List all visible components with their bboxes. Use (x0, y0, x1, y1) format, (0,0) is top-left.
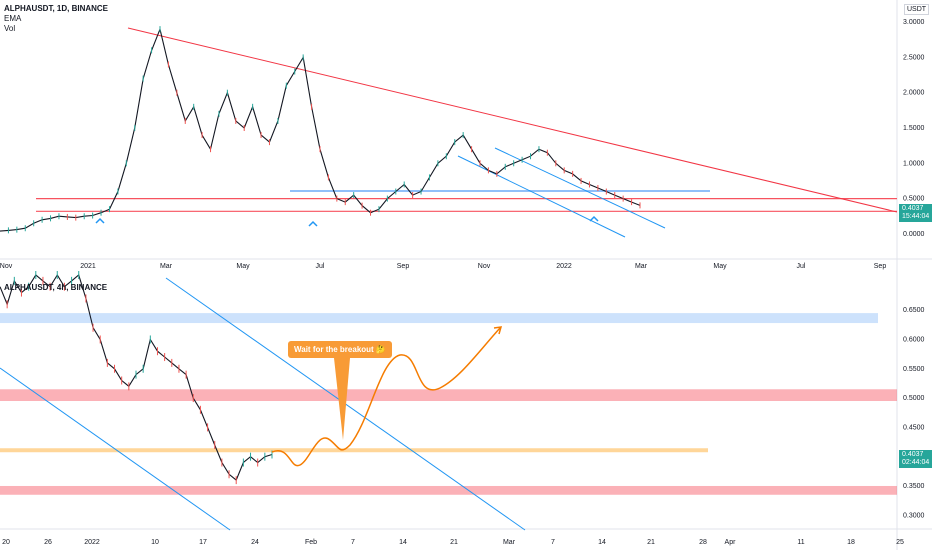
bottom-x-tick: 20 (2, 539, 10, 546)
bottom-legend: ALPHAUSDT, 4h, BINANCE (4, 283, 107, 293)
bottom-y-tick: 0.6500 (903, 307, 925, 314)
top-x-tick: Mar (160, 263, 173, 270)
top-y-tick: 2.5000 (903, 54, 925, 61)
bottom-y-tick: 0.5500 (903, 366, 925, 373)
top-x-tick: Mar (635, 263, 648, 270)
top-countdown: 15:44:04 (902, 213, 930, 220)
bottom-x-tick: 17 (199, 539, 207, 546)
top-x-tick: Sep (874, 263, 887, 270)
bottom-y-tick: 0.3500 (903, 483, 925, 490)
bottom-x-tick: 11 (797, 539, 804, 546)
top-last-price-tag: 0.4037 15:44:04 (899, 204, 932, 222)
bottom-x-tick: 24 (251, 539, 259, 546)
bottom-x-tick: 26 (44, 539, 52, 546)
bottom-x-tick: 14 (598, 539, 606, 546)
daily-price-series (0, 27, 641, 232)
top-y-tick: 0.0000 (903, 231, 925, 238)
bottom-y-tick: 0.5000 (903, 395, 925, 402)
unit-label[interactable]: USDT (904, 4, 930, 15)
channel-lower-line (457, 155, 626, 238)
top-y-tick: 3.0000 (903, 19, 925, 26)
bottom-x-tick: 10 (151, 539, 159, 546)
callout-pointer (334, 358, 350, 440)
top-y-tick: 2.0000 (903, 90, 925, 97)
top-legend: ALPHAUSDT, 1D, BINANCE EMA Vol (4, 4, 108, 34)
bottom-y-tick: 0.4500 (903, 424, 925, 431)
top-x-tick: May (236, 263, 250, 270)
bottom-x-tick: 21 (450, 539, 458, 546)
top-x-tick: 2022 (556, 263, 572, 270)
descending-trendline (127, 27, 898, 213)
lower-demand-band (0, 485, 897, 495)
pivot-arrow-icon (308, 220, 318, 227)
bottom-x-tick: 7 (551, 539, 555, 546)
bottom-x-tick: 18 (847, 539, 855, 546)
resistance-band (0, 313, 878, 324)
bottom-x-tick: 25 (896, 539, 904, 546)
pivot-arrow-icon (589, 215, 599, 222)
axes: 3.0000 2.5000 2.0000 1.5000 1.0000 0.5000 0.00… (0, 19, 925, 546)
bottom-countdown: 02:44:04 (902, 459, 930, 466)
bottom-x-tick: 2022 (84, 539, 100, 546)
pivot-arrow-icon (95, 217, 105, 224)
projected-arrow-icon (493, 326, 503, 335)
top-legend-title: ALPHAUSDT, 1D, BINANCE (4, 4, 109, 13)
bottom-legend-title: ALPHAUSDT, 4h, BINANCE (4, 283, 108, 292)
top-x-tick: Nov (478, 263, 491, 270)
bottom-x-tick: Apr (725, 539, 737, 546)
top-y-tick: 0.5000 (903, 196, 925, 203)
bottom-x-tick: Feb (305, 539, 317, 546)
top-pane[interactable] (0, 26, 898, 238)
bottom-x-tick: 28 (699, 539, 707, 546)
upper-supply-band (0, 389, 897, 401)
bottom-pane[interactable] (0, 271, 897, 531)
bottom-x-tick: 7 (351, 539, 355, 546)
ema-legend-item[interactable]: EMA (4, 14, 22, 23)
top-x-tick: May (713, 263, 727, 270)
channel-upper-line (494, 147, 666, 229)
top-x-tick: 2021 (80, 263, 96, 270)
top-y-tick: 1.0000 (903, 160, 925, 167)
top-x-tick: Sep (397, 263, 410, 270)
bottom-x-tick: 14 (399, 539, 407, 546)
breakout-callout[interactable]: Wait for the breakout 🤔 (288, 341, 392, 358)
bottom-last-price-tag: 0.4037 02:44:04 (899, 450, 932, 468)
top-x-tick: Nov (0, 263, 13, 270)
bottom-x-tick: Mar (503, 539, 516, 546)
bottom-y-tick: 0.3000 (903, 512, 925, 519)
top-x-tick: Jul (316, 263, 325, 270)
top-y-tick: 1.5000 (903, 125, 925, 132)
vol-legend-item[interactable]: Vol (4, 24, 16, 33)
top-x-tick: Jul (797, 263, 806, 270)
bottom-channel-lower (0, 367, 231, 531)
bottom-y-tick: 0.6000 (903, 336, 925, 343)
bottom-x-tick: 21 (647, 539, 655, 546)
projected-path (271, 327, 501, 467)
top-last-price: 0.4037 (902, 205, 924, 212)
bottom-last-price: 0.4037 (902, 451, 924, 458)
